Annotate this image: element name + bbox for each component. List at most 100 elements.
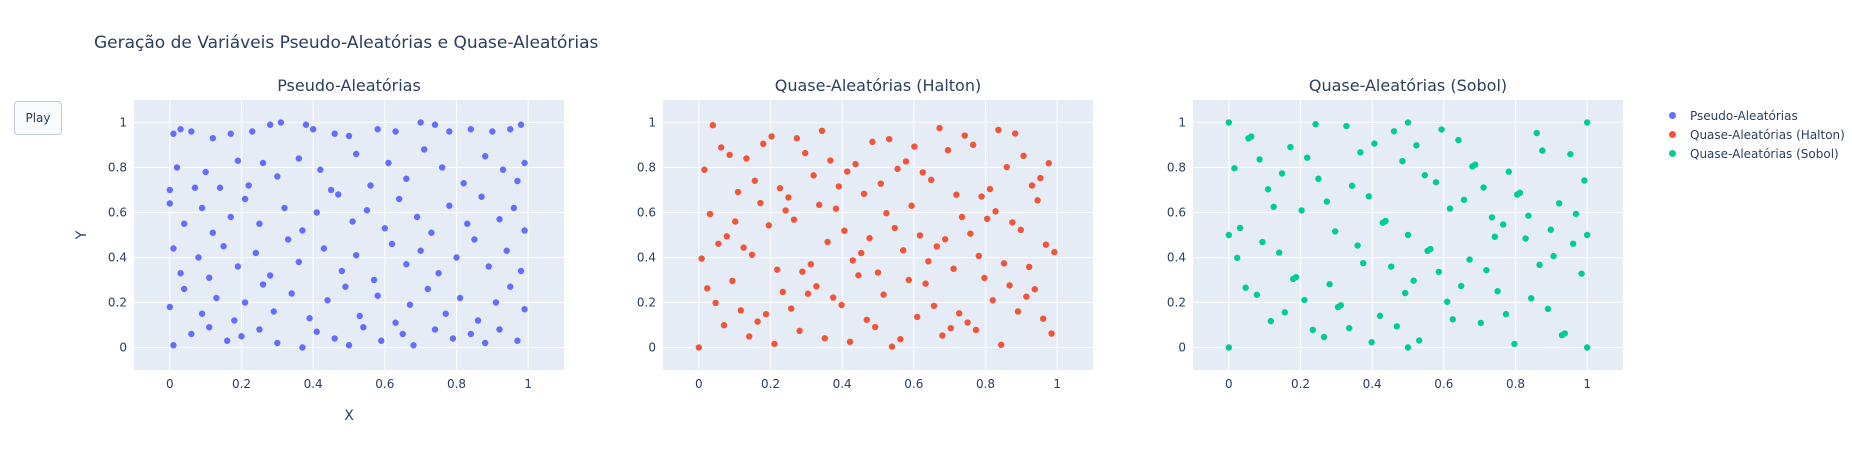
data-point <box>342 283 349 290</box>
data-point <box>872 323 879 331</box>
legend-label-halton: Quase-Aleatórias (Halton) <box>1690 127 1845 142</box>
data-point <box>388 240 396 248</box>
data-point <box>456 294 464 302</box>
x-tick-label: 0 <box>166 377 174 391</box>
play-button[interactable]: Play <box>14 101 62 135</box>
data-point <box>1483 266 1490 274</box>
data-point <box>299 227 306 234</box>
data-point <box>166 200 174 207</box>
y-tick-label: 0 <box>119 341 127 355</box>
legend-item-pseudo[interactable]: Pseudo-Aleatórias <box>1665 106 1845 125</box>
legend-item-sobol[interactable]: Quase-Aleatórias (Sobol) <box>1665 144 1845 163</box>
data-point <box>166 186 174 194</box>
data-point <box>352 252 360 259</box>
legend-item-halton[interactable]: Quase-Aleatórias (Halton) <box>1665 125 1845 144</box>
data-point <box>177 270 184 277</box>
data-point <box>830 294 837 301</box>
data-point <box>1399 157 1406 165</box>
data-point <box>1236 224 1244 232</box>
y-tick-label: 0.2 <box>1167 296 1186 310</box>
data-point <box>746 333 753 340</box>
y-tick-label: 0.6 <box>637 206 656 220</box>
x-tick-label: 0.4 <box>304 377 323 391</box>
data-point <box>499 166 507 173</box>
data-point <box>281 204 288 212</box>
data-point <box>227 213 234 221</box>
data-point <box>986 185 994 193</box>
data-point <box>403 261 410 268</box>
data-point <box>908 202 915 209</box>
data-point <box>950 265 957 272</box>
data-point <box>209 229 217 236</box>
data-point <box>471 236 478 243</box>
x-tick-label: 0.8 <box>1506 377 1525 391</box>
data-point <box>737 307 745 314</box>
data-point <box>1388 263 1395 270</box>
data-point <box>754 318 761 325</box>
data-point <box>891 224 898 232</box>
data-point <box>1287 143 1294 151</box>
data-point <box>1225 119 1233 126</box>
data-point <box>395 195 403 203</box>
data-point <box>306 315 313 322</box>
data-point <box>313 209 320 216</box>
data-point <box>1583 119 1591 126</box>
data-point <box>256 220 263 227</box>
data-point <box>729 277 736 285</box>
data-point <box>1025 263 1033 271</box>
y-tick-label: 0.6 <box>108 206 127 220</box>
data-point <box>231 317 238 324</box>
legend-marker-halton <box>1669 131 1676 138</box>
y-tick-label: 0 <box>1178 341 1186 355</box>
data-point <box>206 324 213 331</box>
data-point <box>338 267 346 275</box>
data-point <box>385 159 392 167</box>
data-point <box>331 335 338 342</box>
data-point <box>1042 241 1050 248</box>
data-point <box>173 164 181 171</box>
data-point <box>270 308 277 315</box>
x-tick-label: 0.2 <box>232 377 251 391</box>
data-point <box>1402 289 1409 297</box>
data-point <box>897 335 904 343</box>
data-point <box>1031 286 1038 293</box>
data-point <box>944 146 952 154</box>
data-point <box>835 183 843 190</box>
data-point <box>880 291 887 298</box>
data-point <box>302 121 310 128</box>
data-point <box>1051 248 1058 256</box>
data-point <box>417 119 424 126</box>
data-point <box>1457 282 1465 290</box>
data-point <box>220 243 227 250</box>
data-point <box>1304 154 1311 161</box>
data-point <box>720 322 728 329</box>
data-point <box>953 191 960 198</box>
data-point <box>989 297 996 304</box>
data-point <box>807 261 815 268</box>
subplot-title: Pseudo-Aleatórias <box>277 76 421 95</box>
data-point <box>1379 219 1387 226</box>
data-point <box>381 225 389 232</box>
data-point <box>961 132 968 139</box>
data-point <box>1253 291 1261 298</box>
data-point <box>1023 293 1030 300</box>
y-tick-label: 0.8 <box>637 161 656 175</box>
data-point <box>1301 296 1308 304</box>
data-point <box>209 135 217 142</box>
data-point <box>706 210 714 218</box>
data-point <box>503 247 510 254</box>
x-axis-title: X <box>344 408 354 424</box>
data-point <box>1525 212 1532 219</box>
data-point <box>277 119 285 126</box>
data-point <box>489 128 496 135</box>
data-point <box>810 172 817 179</box>
data-point <box>1357 149 1364 156</box>
y-tick-label: 0.8 <box>108 161 127 175</box>
data-point <box>492 299 500 306</box>
data-point <box>195 254 202 261</box>
data-point <box>259 159 267 167</box>
legend: Pseudo-Aleatórias Quase-Aleatórias (Halt… <box>1665 106 1845 163</box>
data-point <box>1544 305 1552 313</box>
data-point <box>757 199 764 207</box>
